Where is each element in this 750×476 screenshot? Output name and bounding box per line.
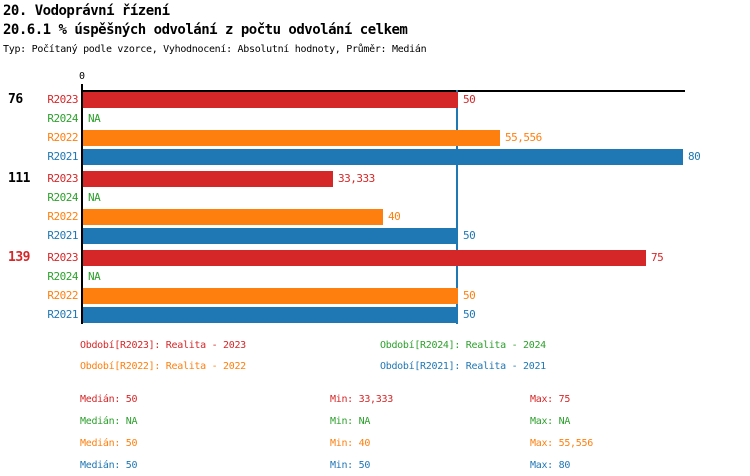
bar-value-label: 55,556 (505, 131, 542, 144)
bar-na-label: NA (88, 112, 101, 125)
bar-value-label: 50 (463, 93, 476, 106)
bar (83, 92, 458, 108)
bar-value-label: 80 (688, 150, 701, 163)
bar (83, 250, 646, 266)
stat-min-r2021: Min: 50 (330, 460, 371, 471)
x-axis-line (82, 90, 685, 92)
stat-median-r2021: Medián: 50 (80, 460, 138, 471)
x-axis-zero-label: 0 (78, 71, 86, 82)
series-row-label: R2021 (47, 150, 78, 163)
bar-na-label: NA (88, 191, 101, 204)
chart-meta-line: Typ: Počítaný podle vzorce, Vyhodnocení:… (3, 44, 427, 55)
stat-median-r2024: Medián: NA (80, 416, 138, 427)
stat-max-r2022: Max: 55,556 (530, 438, 593, 449)
x-axis-zero-tick (81, 84, 83, 90)
series-row-label: R2024 (47, 112, 78, 125)
indicator-subtitle: 20.6.1 % úspěšných odvolání z počtu odvo… (3, 22, 408, 38)
median-reference-line (456, 90, 458, 324)
stat-min-r2024: Min: NA (330, 416, 371, 427)
bar-value-label: 50 (463, 308, 476, 321)
y-axis-line (81, 90, 83, 324)
bar (83, 228, 458, 244)
bar (83, 209, 383, 225)
group-label: 111 (8, 171, 30, 186)
series-row-label: R2023 (47, 251, 78, 264)
series-row-label: R2022 (47, 289, 78, 302)
bar-value-label: 40 (388, 210, 401, 223)
group-label: 76 (8, 92, 23, 107)
series-row-label: R2024 (47, 191, 78, 204)
bar (83, 130, 500, 146)
stat-min-r2023: Min: 33,333 (330, 394, 393, 405)
series-row-label: R2021 (47, 229, 78, 242)
stat-max-r2021: Max: 80 (530, 460, 571, 471)
bar (83, 307, 458, 323)
series-row-label: R2022 (47, 210, 78, 223)
bar-value-label: 33,333 (338, 172, 375, 185)
bar-na-label: NA (88, 270, 101, 283)
stat-median-r2023: Medián: 50 (80, 394, 138, 405)
bar-value-label: 50 (463, 289, 476, 302)
group-label: 139 (8, 250, 30, 265)
series-row-label: R2021 (47, 308, 78, 321)
series-row-label: R2023 (47, 172, 78, 185)
series-row-label: R2022 (47, 131, 78, 144)
series-row-label: R2024 (47, 270, 78, 283)
bar (83, 288, 458, 304)
stat-min-r2022: Min: 40 (330, 438, 371, 449)
series-row-label: R2023 (47, 93, 78, 106)
bar-value-label: 75 (651, 251, 664, 264)
bar (83, 171, 333, 187)
stat-max-r2023: Max: 75 (530, 394, 571, 405)
legend-item-r2022: Období[R2022]: Realita - 2022 (80, 361, 246, 372)
bar (83, 149, 683, 165)
legend-item-r2023: Období[R2023]: Realita - 2023 (80, 340, 246, 351)
legend-item-r2024: Období[R2024]: Realita - 2024 (380, 340, 546, 351)
stat-median-r2022: Medián: 50 (80, 438, 138, 449)
bar-value-label: 50 (463, 229, 476, 242)
page-title: 20. Vodoprávní řízení (3, 3, 170, 19)
stat-max-r2024: Max: NA (530, 416, 571, 427)
legend-item-r2021: Období[R2021]: Realita - 2021 (380, 361, 546, 372)
